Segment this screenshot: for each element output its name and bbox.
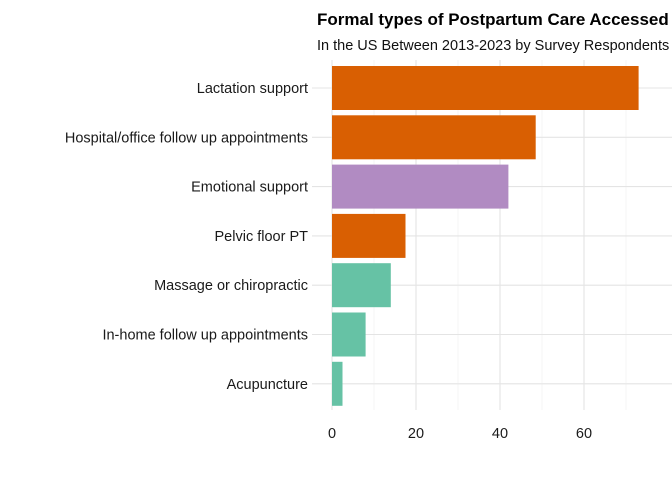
x-tick-label: 0 [328,426,336,442]
bar [332,213,406,258]
bar [332,164,509,209]
category-label: Hospital/office follow up appointments [65,130,308,146]
category-label: In-home follow up appointments [102,328,308,344]
category-label: Massage or chiropractic [154,278,308,294]
category-label: Lactation support [197,81,308,97]
bar [332,66,639,110]
chart-title: Formal types of Postpartum Care Accessed [317,10,669,29]
bar [332,263,391,308]
category-labels: Lactation support Hospital/office follow … [65,81,308,393]
x-tick-label: 20 [408,426,424,442]
bars [332,66,639,406]
bar [332,312,366,357]
x-axis-tick-labels: 0 20 40 60 [328,426,592,442]
x-tick-label: 40 [492,426,508,442]
x-tick-label: 60 [576,426,592,442]
chart-subtitle: In the US Between 2013-2023 by Survey Re… [317,38,669,54]
category-label: Acupuncture [227,377,308,393]
category-label: Pelvic floor PT [215,229,309,245]
bar [332,361,343,406]
category-label: Emotional support [191,180,308,196]
bar [332,115,536,160]
